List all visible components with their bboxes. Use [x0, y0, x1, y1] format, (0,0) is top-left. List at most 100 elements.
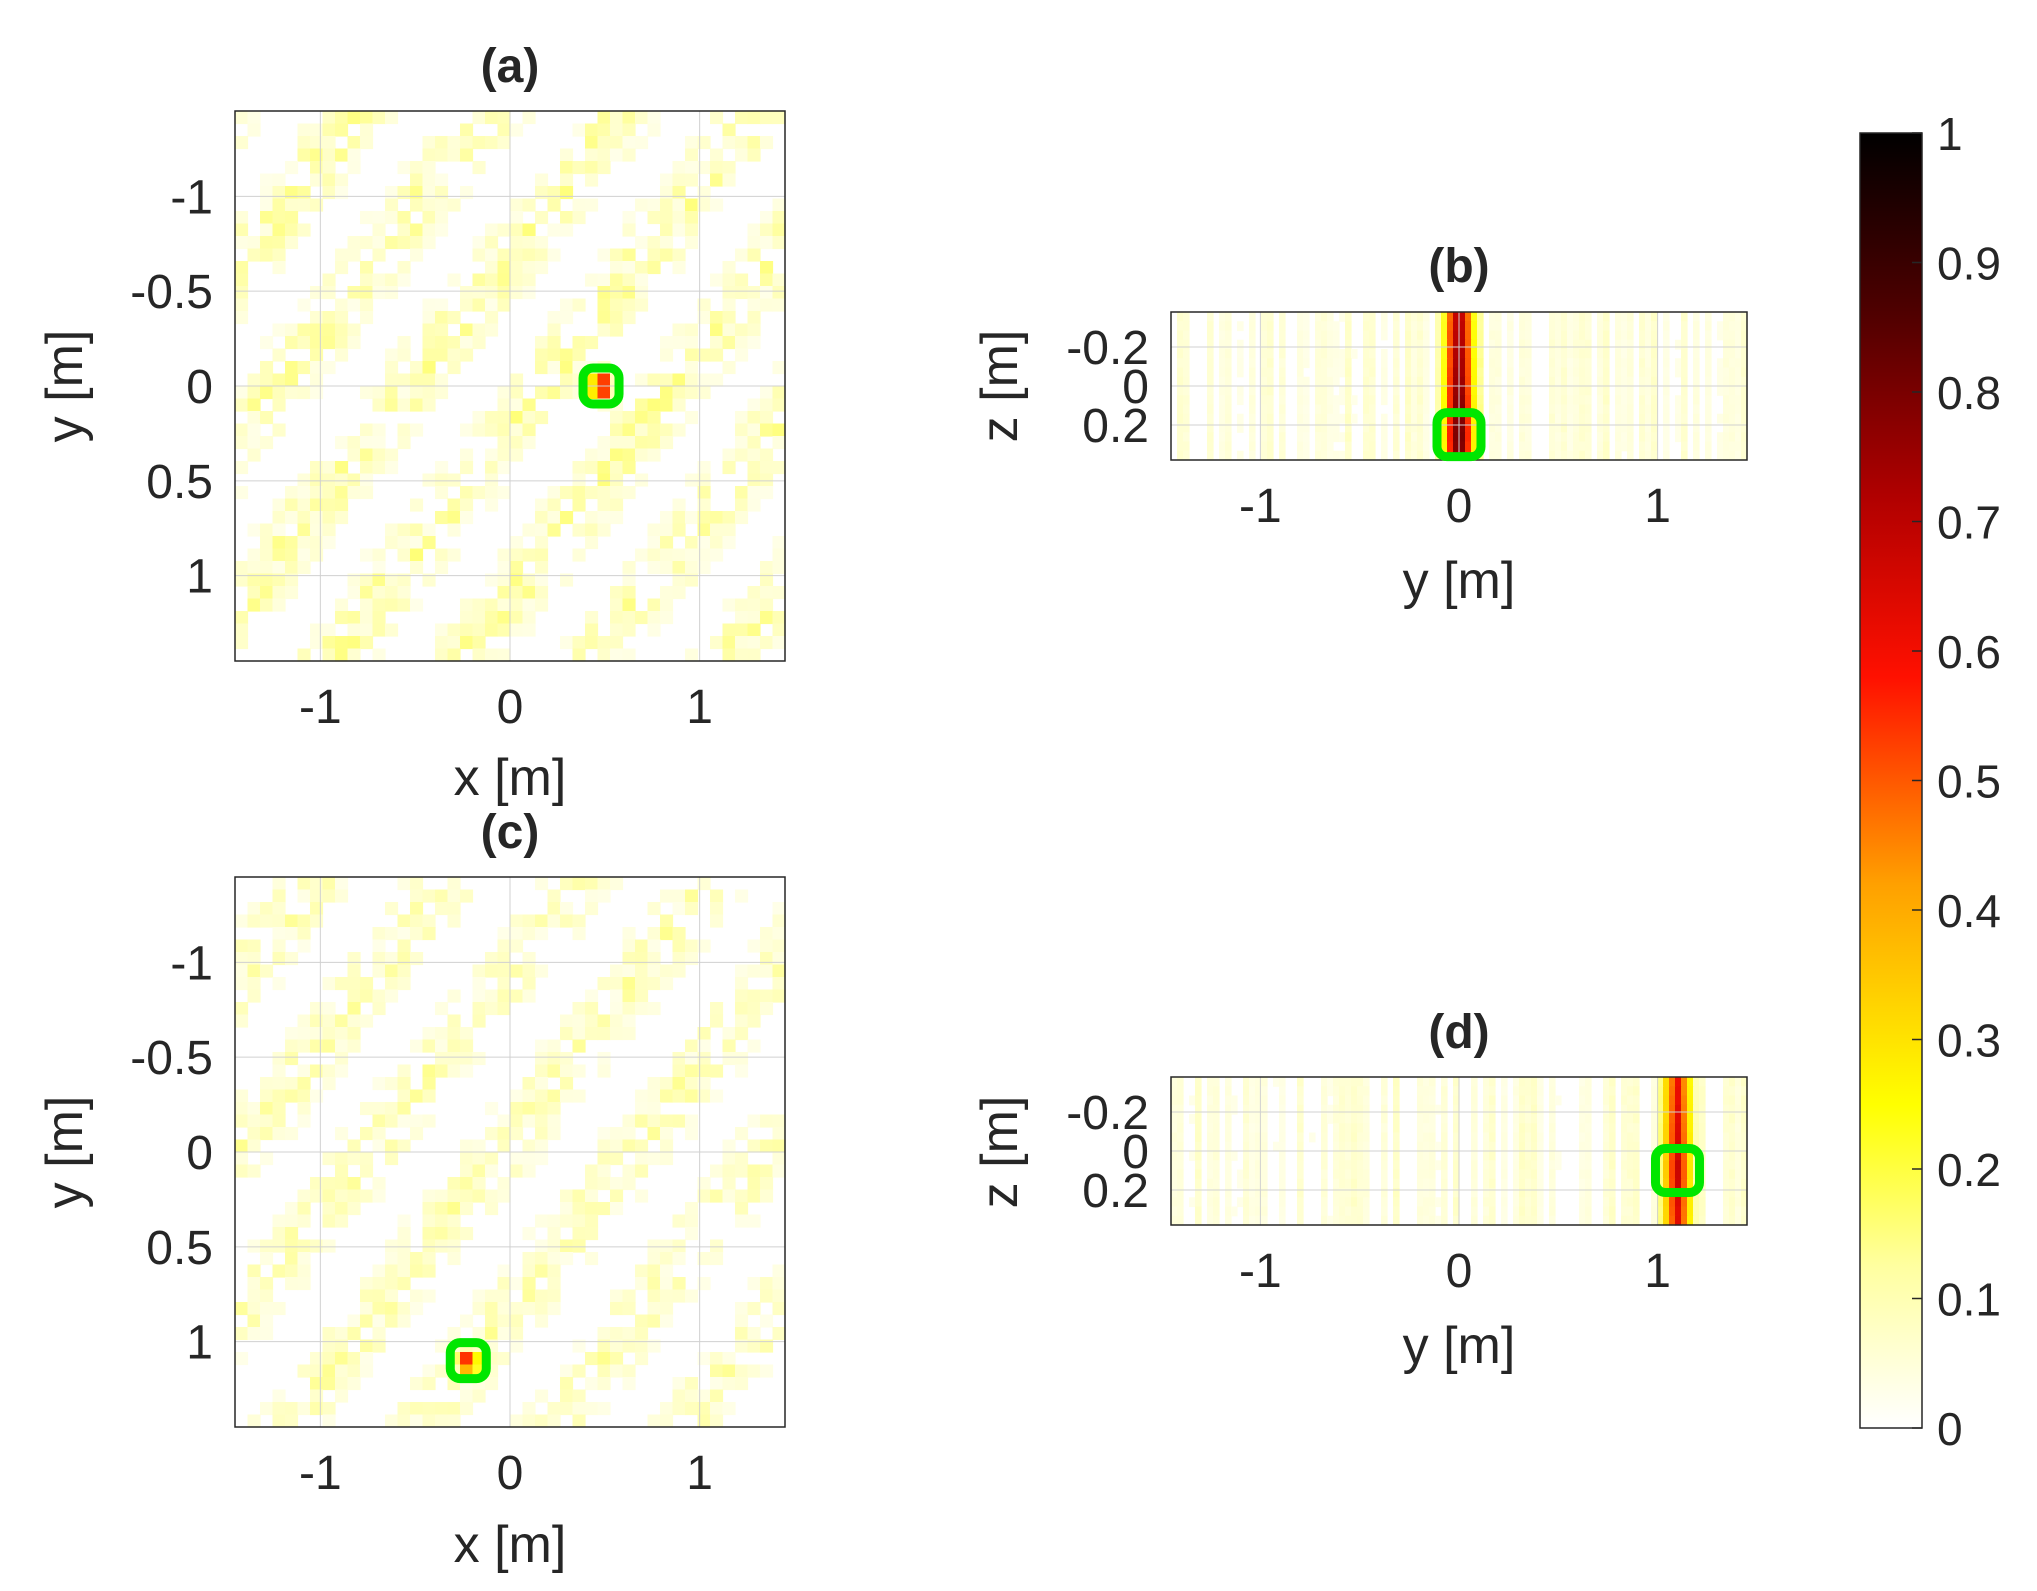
heatmap-cell	[1507, 395, 1514, 406]
heatmap-cell	[1531, 1123, 1538, 1134]
heatmap-cell	[585, 536, 599, 550]
heatmap-cell	[747, 248, 761, 262]
heatmap-cell	[1729, 1141, 1736, 1152]
heatmap-cell	[397, 398, 411, 412]
heatmap-cell	[1435, 367, 1442, 378]
heatmap-cell	[1519, 1188, 1526, 1198]
heatmap-cell	[1219, 395, 1226, 406]
heatmap-cell	[735, 486, 749, 500]
heatmap-cell	[1213, 1077, 1220, 1087]
heatmap-cell	[1699, 1114, 1706, 1124]
heatmap-cell	[1297, 1169, 1304, 1180]
heatmap-cell	[1741, 321, 1748, 332]
heatmap-cell	[397, 573, 411, 587]
heatmap-cell	[260, 386, 274, 400]
heatmap-cell	[1741, 441, 1748, 452]
heatmap-cell	[1435, 339, 1442, 350]
heatmap-cell	[322, 1152, 336, 1166]
heatmap-cell	[1597, 450, 1604, 461]
heatmap-cell	[485, 1314, 499, 1328]
heatmap-cell	[1519, 404, 1526, 415]
heatmap-cell	[1651, 395, 1658, 406]
heatmap-cell	[410, 1127, 424, 1141]
heatmap-cell	[610, 311, 624, 325]
heatmap-cell	[447, 311, 461, 325]
heatmap-cell	[647, 236, 661, 250]
heatmap-cell	[1339, 1132, 1346, 1143]
heatmap-cell	[1531, 1206, 1538, 1217]
heatmap-cell	[1345, 450, 1352, 461]
heatmap-cell	[1525, 1160, 1532, 1171]
heatmap-cell	[1549, 413, 1556, 424]
heatmap-cell	[1585, 450, 1592, 461]
heatmap-cell	[435, 298, 449, 312]
heatmap-cell	[1453, 1188, 1460, 1198]
heatmap-cell	[460, 336, 474, 350]
heatmap-cell	[485, 411, 499, 425]
heatmap-cell	[685, 1289, 699, 1303]
heatmap-cell	[1549, 1151, 1556, 1161]
heatmap-cell	[247, 123, 261, 137]
heatmap-cell	[1597, 349, 1604, 359]
heatmap-cell	[1741, 349, 1748, 359]
heatmap-cell	[310, 336, 324, 350]
heatmap-cell	[285, 561, 299, 575]
heatmap-cell	[1627, 1151, 1634, 1161]
heatmap-cell	[247, 964, 261, 978]
heatmap-cell	[272, 561, 286, 575]
heatmap-cell	[385, 1252, 399, 1266]
heatmap-cell	[1273, 1141, 1280, 1152]
heatmap-cell	[610, 1289, 624, 1303]
heatmap-cell	[422, 1189, 436, 1203]
heatmap-cell	[697, 186, 711, 200]
heatmap-cell	[435, 1402, 449, 1416]
heatmap-cell	[435, 373, 449, 387]
heatmap-cell	[1729, 321, 1736, 332]
heatmap-cell	[1717, 432, 1724, 443]
heatmap-cell	[1261, 1178, 1268, 1189]
heatmap-cell	[1549, 312, 1556, 322]
heatmap-cell	[622, 611, 636, 625]
heatmap-cell	[1237, 1169, 1244, 1180]
heatmap-cell	[560, 1077, 574, 1091]
heatmap-cell	[1585, 358, 1592, 369]
heatmap-cell	[1441, 395, 1448, 406]
heatmap-cell	[1567, 376, 1574, 387]
heatmap-cell	[1333, 413, 1340, 424]
heatmap-cell	[322, 498, 336, 512]
x-tick-label: 1	[1644, 1245, 1671, 1298]
heatmap-cell	[1561, 413, 1568, 424]
heatmap-cell	[1243, 1141, 1250, 1152]
heatmap-cell	[310, 1027, 324, 1041]
heatmap-cell	[1279, 1095, 1286, 1106]
panel-a-marker	[578, 363, 624, 409]
heatmap-cell	[1369, 395, 1376, 406]
heatmap-cell	[1627, 1197, 1634, 1208]
heatmap-cell	[1351, 1095, 1358, 1106]
heatmap-cell	[647, 536, 661, 550]
heatmap-cell	[597, 1152, 611, 1166]
heatmap-cell	[722, 136, 736, 150]
heatmap-cell	[1225, 330, 1232, 341]
heatmap-cell	[597, 386, 611, 400]
heatmap-cell	[1177, 1104, 1184, 1115]
heatmap-cell	[260, 411, 274, 425]
heatmap-cell	[497, 436, 511, 450]
heatmap-cell	[760, 273, 774, 287]
heatmap-cell	[1519, 339, 1526, 350]
heatmap-cell	[1621, 312, 1628, 322]
heatmap-cell	[472, 111, 486, 125]
heatmap-cell	[1465, 441, 1472, 452]
heatmap-cell	[310, 498, 324, 512]
heatmap-cell	[272, 877, 286, 891]
heatmap-cell	[1297, 404, 1304, 415]
heatmap-cell	[1567, 450, 1574, 461]
heatmap-cell	[1219, 339, 1226, 350]
heatmap-cell	[1207, 1151, 1214, 1161]
heatmap-cell	[1177, 1151, 1184, 1161]
heatmap-cell	[435, 1052, 449, 1066]
y-tick-label: 0.2	[1082, 400, 1149, 453]
heatmap-cell	[1645, 423, 1652, 433]
heatmap-cell	[697, 498, 711, 512]
heatmap-cell	[597, 298, 611, 312]
